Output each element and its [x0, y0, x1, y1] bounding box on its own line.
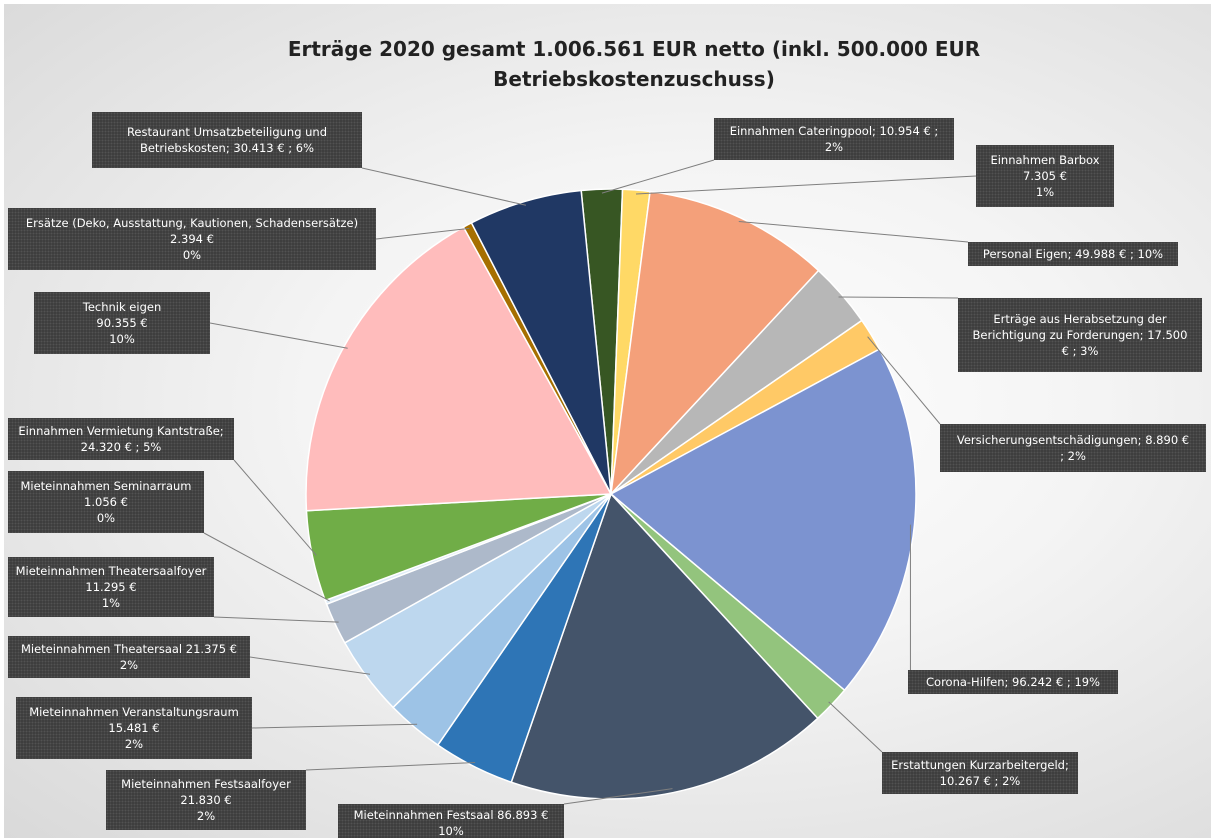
data-label-versicherung: Versicherungsentschädigungen; 8.890 €; 2…	[940, 424, 1206, 472]
pie-slice-personal	[609, 190, 820, 497]
leader-line-herab	[838, 296, 959, 299]
leader-line-restaurant	[361, 167, 527, 206]
leader-line-barbox	[635, 175, 977, 195]
data-label-personal: Personal Eigen; 49.988 € ; 10%	[968, 242, 1178, 266]
leader-line-ersaetze	[375, 227, 470, 240]
data-label-corona: Corona-Hilfen; 96.242 € ; 19%	[908, 670, 1118, 694]
data-label-festsaal: Mieteinnahmen Festsaal 86.893 €10%	[338, 804, 564, 838]
data-label-technik: Technik eigen 90.355 €10%	[34, 292, 210, 354]
leader-line-veranstaltung	[251, 723, 418, 729]
data-label-herabsetzung: Erträge aus Herabsetzung der Berichtigung…	[958, 298, 1202, 372]
data-label-restaurant: Restaurant Umsatzbeteiligung und Betriebs…	[92, 112, 362, 168]
data-label-theatersaal: Mieteinnahmen Theatersaal 21.375 €2%	[8, 636, 250, 678]
pie-slice-technik	[305, 226, 613, 512]
data-label-catering: Einnahmen Cateringpool; 10.954 € ; 2%	[714, 118, 954, 160]
data-label-veranstaltungsraum: Mieteinnahmen Veranstaltungsraum 15.481 €…	[16, 697, 252, 759]
pie-chart	[203, 159, 977, 805]
leader-line-seminar	[203, 532, 330, 602]
leader-line-festsaal	[563, 788, 673, 805]
leader-line-technik	[209, 322, 348, 349]
leader-line-theatersaal	[249, 656, 371, 675]
leader-line-catering	[601, 159, 715, 194]
data-label-festsaalfoyer: Mieteinnahmen Festsaalfoyer 21.830 €2%	[106, 770, 306, 830]
chart-area: Erträge 2020 gesamt 1.006.561 EUR netto …	[4, 4, 1211, 838]
data-label-barbox: Einnahmen Barbox 7.305 €1%	[976, 145, 1114, 207]
leader-line-versich	[867, 336, 941, 425]
pie-slice-festsaal	[510, 492, 819, 800]
leader-line-kantstr	[233, 459, 317, 556]
data-label-theatersaalfoyer: Mieteinnahmen Theatersaalfoyer 11.295 €1%	[8, 557, 214, 617]
data-label-seminarraum: Mieteinnahmen Seminarraum 1.056 €0%	[8, 471, 204, 533]
pie-slice-corona	[609, 348, 917, 692]
chart-title: Erträge 2020 gesamt 1.006.561 EUR netto …	[287, 37, 981, 91]
data-label-ersaetze: Ersätze (Deko, Ausstattung, Kautionen, S…	[8, 208, 376, 270]
data-label-kurzarbeit: Erstattungen Kurzarbeitergeld; 10.267 € ;…	[882, 752, 1078, 794]
leader-line-personal	[738, 220, 969, 243]
leader-line-kurzarbeit	[828, 701, 883, 753]
pie-slice-restaurant	[470, 189, 612, 495]
data-label-kantstrasse: Einnahmen Vermietung Kantstraße; 24.320 €…	[8, 418, 234, 460]
leader-line-festsaalfoyer	[305, 762, 476, 771]
leader-line-theaterfoyer	[213, 616, 339, 623]
